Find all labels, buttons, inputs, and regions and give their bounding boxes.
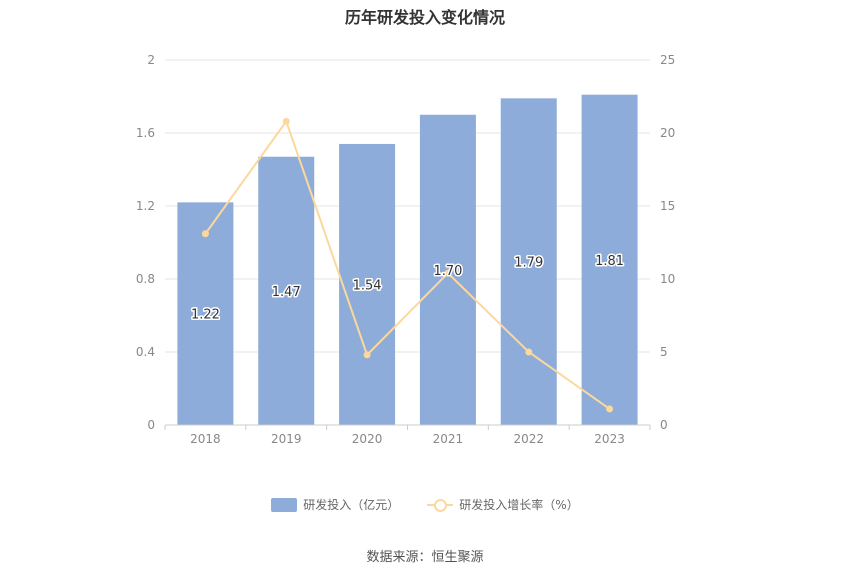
bar bbox=[581, 94, 638, 426]
growth-point bbox=[525, 348, 533, 356]
y-left-tick-label: 0.4 bbox=[136, 345, 155, 359]
growth-point bbox=[282, 117, 290, 125]
y-right-tick-label: 25 bbox=[660, 53, 675, 67]
x-tick-label: 2019 bbox=[271, 432, 302, 446]
growth-line bbox=[204, 119, 611, 410]
legend-bar-swatch-icon bbox=[271, 497, 298, 512]
bar bbox=[258, 156, 315, 425]
x-tick-label: 2018 bbox=[190, 432, 221, 446]
chart-title: 历年研发投入变化情况 bbox=[344, 8, 505, 27]
x-tick-label: 2021 bbox=[433, 432, 464, 446]
legend: 研发投入（亿元） 研发投入增长率（%） bbox=[0, 496, 850, 513]
bar-value-label: 1.54 bbox=[353, 278, 382, 293]
y-left-tick-label: 0.8 bbox=[136, 272, 155, 286]
x-tick-label: 2023 bbox=[594, 432, 625, 446]
y-right-tick-label: 10 bbox=[660, 272, 675, 286]
bar-value-label: 1.22 bbox=[191, 308, 220, 323]
y-left-tick-label: 2 bbox=[147, 53, 155, 67]
bar bbox=[500, 98, 557, 425]
y-right-tick-label: 5 bbox=[660, 345, 668, 359]
bar-value-label: 1.81 bbox=[595, 254, 624, 269]
legend-line-swatch-icon bbox=[427, 498, 454, 512]
bar-value-label: 1.47 bbox=[272, 285, 301, 300]
bar bbox=[339, 143, 396, 425]
growth-point bbox=[606, 405, 614, 413]
bar-value-label: 1.70 bbox=[433, 264, 462, 279]
bar-value-label: 1.79 bbox=[514, 256, 543, 271]
source-note: 数据来源：恒生聚源 bbox=[366, 550, 484, 565]
x-tick-label: 2020 bbox=[352, 432, 383, 446]
y-right-tick-label: 15 bbox=[660, 199, 675, 213]
legend-label-line: 研发投入增长率（%） bbox=[459, 498, 579, 512]
line-series bbox=[201, 117, 614, 413]
growth-point bbox=[444, 269, 452, 277]
y-right-tick-label: 20 bbox=[660, 126, 675, 140]
x-tick-label: 2022 bbox=[513, 432, 544, 446]
y-right-tick-label: 0 bbox=[660, 418, 668, 432]
bar-series bbox=[177, 94, 638, 426]
growth-point bbox=[363, 351, 371, 359]
legend-label-bar: 研发投入（亿元） bbox=[303, 498, 400, 512]
y-left-tick-label: 1.6 bbox=[136, 126, 155, 140]
y-left-tick-label: 0 bbox=[147, 418, 155, 432]
bar bbox=[177, 202, 234, 425]
legend-item-line[interactable]: 研发投入增长率（%） bbox=[427, 496, 579, 513]
grid-lines bbox=[165, 59, 650, 353]
legend-item-bar[interactable]: 研发投入（亿元） bbox=[271, 496, 399, 513]
bar-value-labels: 1.22 1.47 1.54 1.70 1.79 1.81 bbox=[189, 252, 625, 324]
growth-point bbox=[201, 230, 209, 238]
y-left-tick-label: 1.2 bbox=[136, 199, 155, 213]
